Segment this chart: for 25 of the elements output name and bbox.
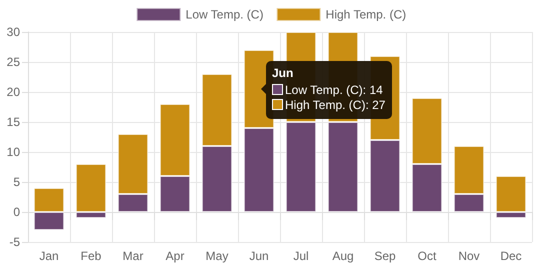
y-tick-label: 10 [6,145,20,159]
x-tick-label: Sep [374,249,396,263]
x-tick-label: Dec [500,249,522,263]
x-tick-label: Aug [332,249,354,263]
x-tick-label: Mar [122,249,144,263]
x-tick-label: Nov [458,249,480,263]
x-tick-label: Jul [293,249,309,263]
annotation: Low Temp. (C): 14 [285,83,383,97]
x-tick-label: Apr [166,249,184,263]
annotation: High Temp. (C): 27 [285,98,386,112]
y-tick-label: 30 [6,25,20,39]
y-tick-label: 20 [6,85,20,99]
x-tick-label: Feb [80,249,102,263]
x-tick-label: Oct [418,249,437,263]
y-tick-label: 5 [13,175,20,189]
y-tick-label: 15 [6,115,20,129]
annotation: Jun [272,66,294,80]
x-tick-label: May [206,249,228,263]
legend-label: High Temp. (C) [326,8,406,22]
y-tick-label: -5 [9,235,20,249]
y-tick-label: 0 [13,205,20,219]
x-tick-label: Jan [39,249,59,263]
y-tick-label: 25 [6,55,20,69]
x-tick-label: Jun [249,249,269,263]
legend-label: Low Temp. (C) [186,8,264,22]
